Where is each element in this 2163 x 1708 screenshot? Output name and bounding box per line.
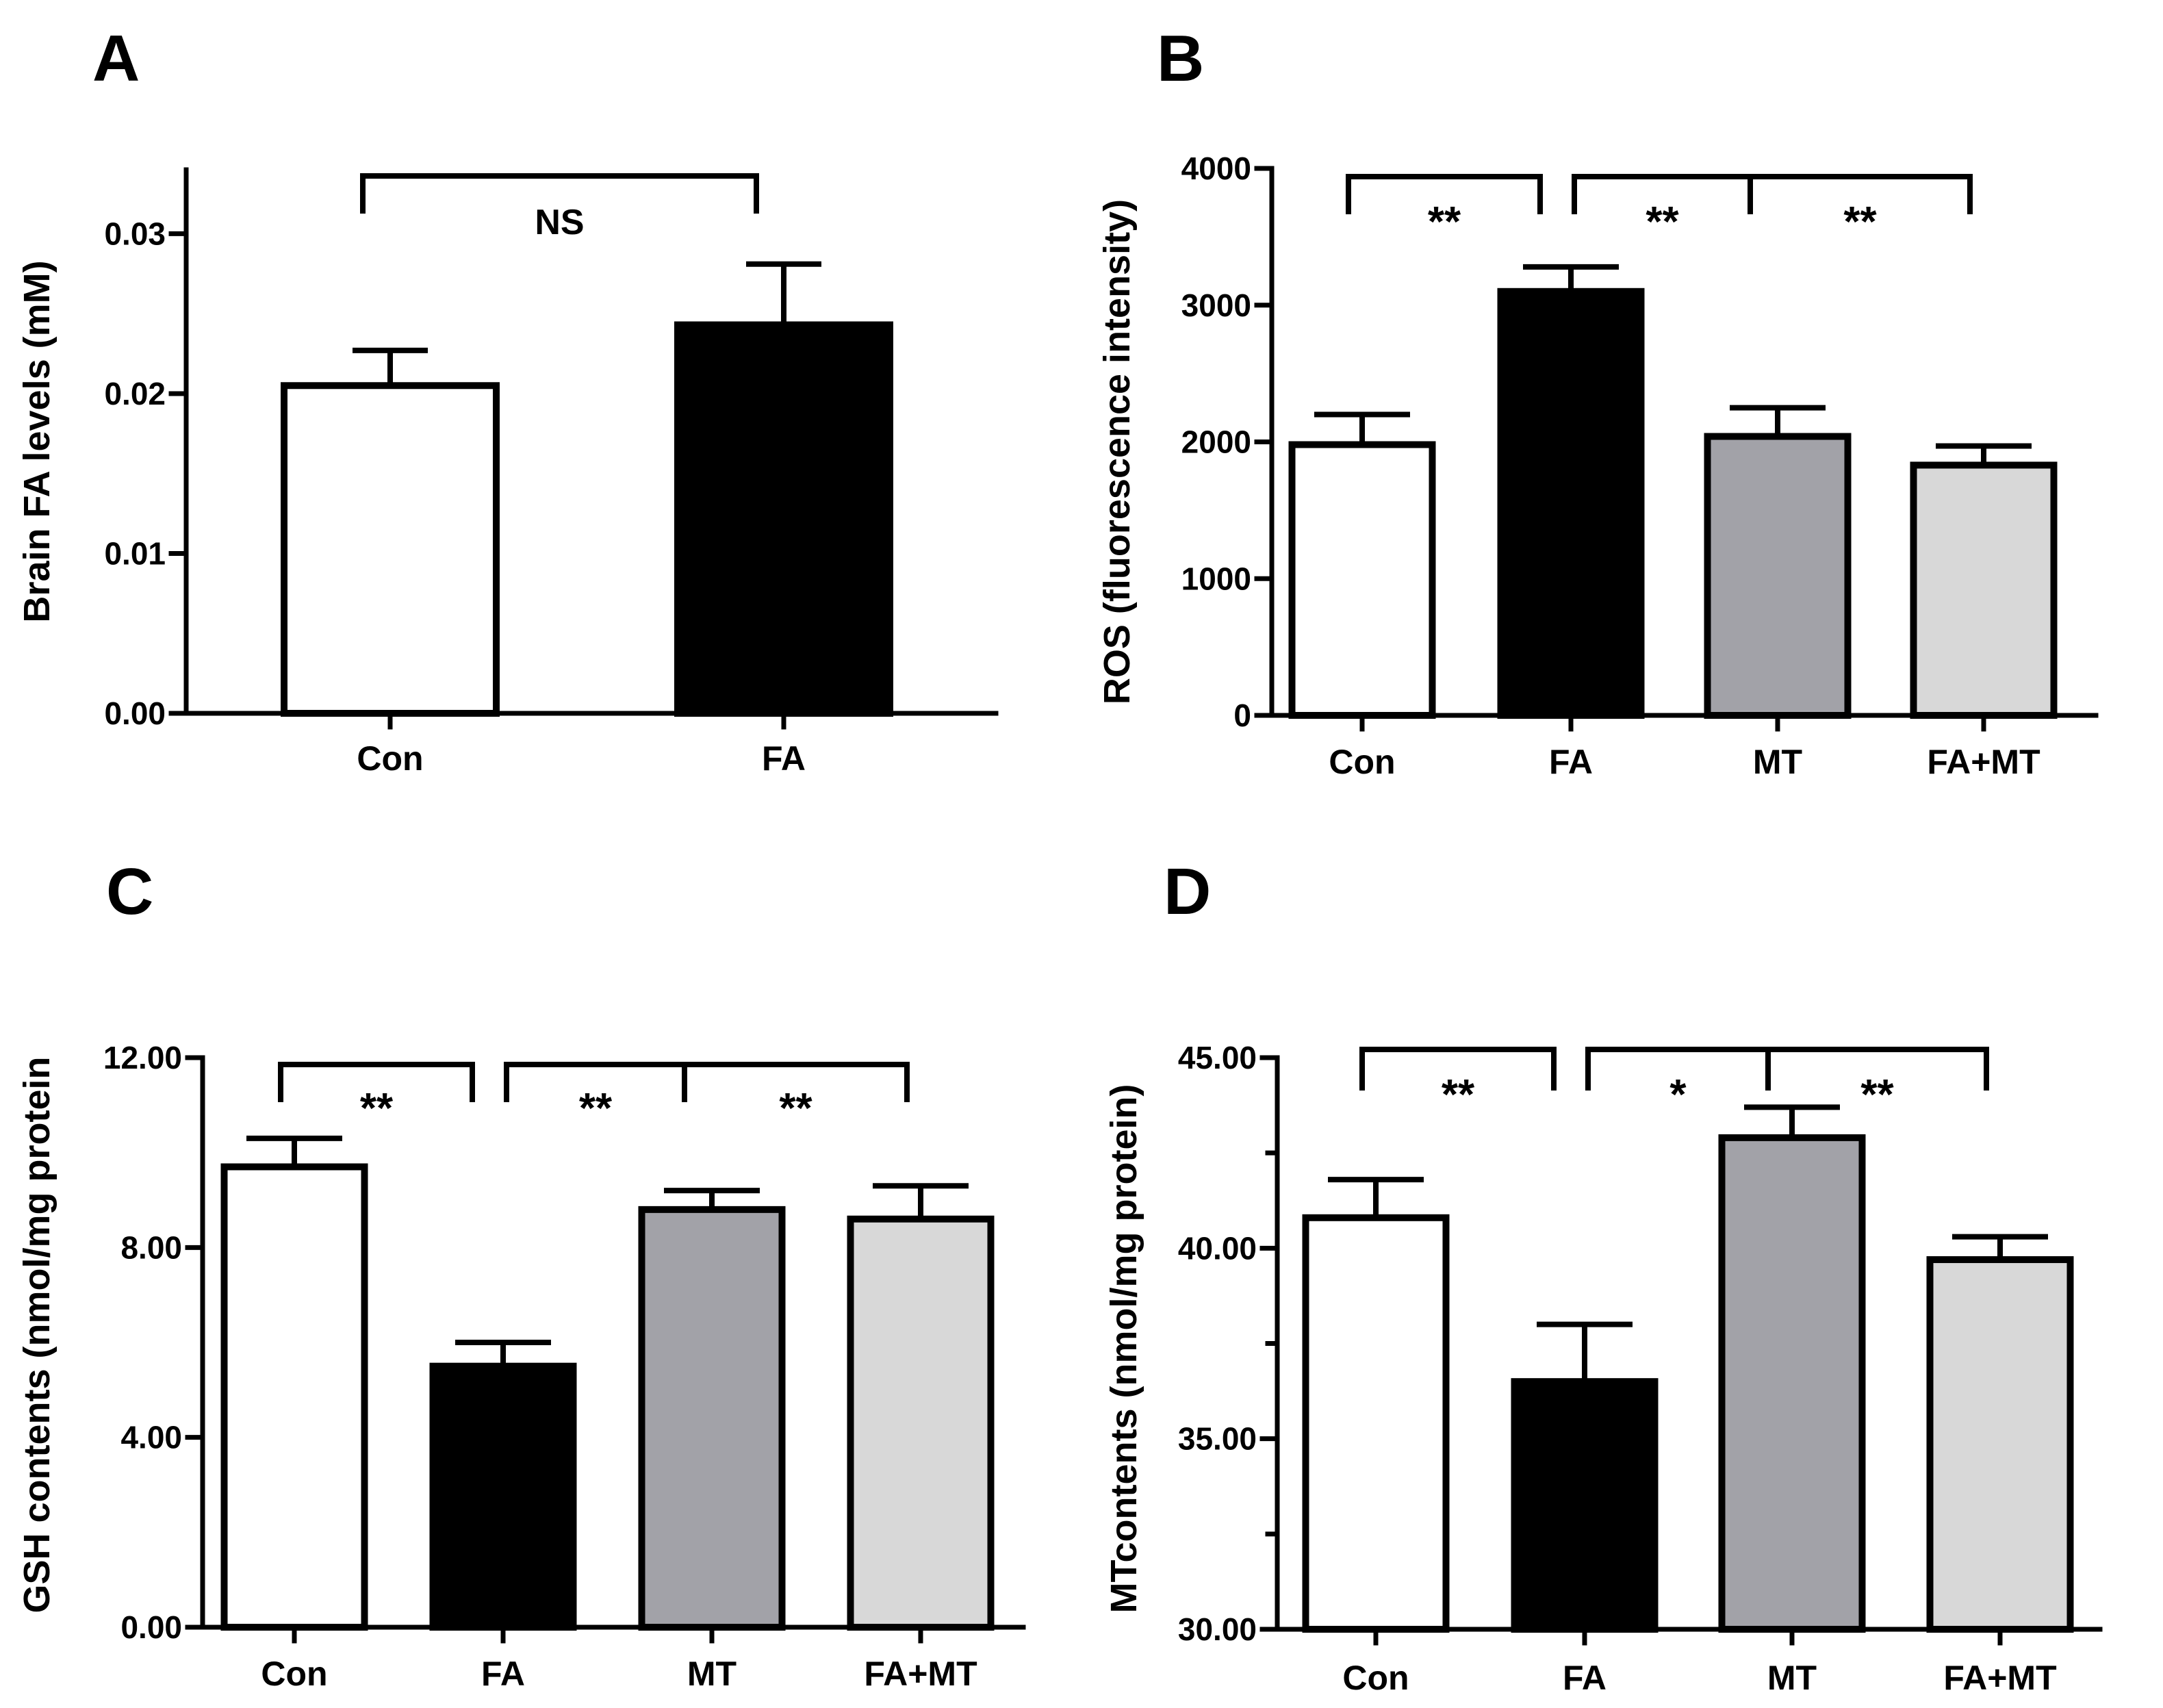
panel-d-bars [1302, 1104, 2074, 1646]
panel-d-y-axis-label: MTcontents (nmol/mg protein) [1103, 1084, 1144, 1614]
panel-b-significance: ** ** ** [1346, 174, 1973, 246]
bar-mt [638, 1206, 786, 1631]
significance-bracket [1585, 1047, 1989, 1091]
x-tick-label: MT [687, 1655, 737, 1693]
significance-label: * [1669, 1071, 1687, 1119]
significance-label: NS [535, 203, 584, 242]
panel-c-y-axis-label: GSH contents (nmol/mg protein [16, 1056, 57, 1613]
significance-bracket [278, 1062, 475, 1102]
y-tick-label: 2000 [1181, 424, 1251, 460]
y-tick-label: 0.00 [120, 1609, 182, 1645]
significance-label: ** [1428, 199, 1461, 246]
y-tick-label: 8.00 [120, 1229, 182, 1265]
x-tick-label: FA [1549, 743, 1593, 781]
panel-c-letter: C [106, 855, 153, 928]
y-tick-label: 4000 [1181, 151, 1251, 186]
panel-a-letter: A [92, 22, 140, 95]
y-tick-label: 3000 [1181, 288, 1251, 323]
x-tick-label: MT [1767, 1659, 1817, 1697]
bar-mt [1718, 1134, 1866, 1633]
bar-fa-mt [1910, 461, 2058, 719]
bar-con [281, 382, 500, 717]
significance-bracket [1359, 1047, 1557, 1091]
panel-b-chart: B 0 1000 2000 3000 4000 Con FA MT FA+MT ** ** ** … [1097, 22, 2099, 781]
bar-fa [674, 321, 893, 717]
panel-a-significance: NS [360, 173, 759, 242]
y-tick-label: 4.00 [120, 1420, 182, 1455]
panel-d-x-labels: Con FA MT FA+MT [1342, 1659, 2056, 1697]
panel-a-bars [281, 261, 893, 730]
y-tick-label: 0.01 [104, 535, 166, 571]
bar-fa-mt [1926, 1256, 2074, 1633]
significance-label: ** [1442, 1071, 1475, 1119]
x-tick-label: Con [1342, 1659, 1409, 1697]
y-tick-label: 45.00 [1178, 1040, 1257, 1075]
y-tick-label: 1000 [1181, 561, 1251, 596]
x-tick-label: Con [1329, 743, 1395, 781]
panel-b-y-ticks: 0 1000 2000 3000 4000 [1181, 151, 1275, 733]
x-tick-label: FA+MT [1927, 743, 2040, 781]
panel-c-bars [220, 1135, 995, 1644]
panel-a-y-ticks: 0.00 0.01 0.02 0.03 [104, 216, 189, 731]
y-tick-label: 0.03 [104, 216, 166, 251]
panel-b-y-axis-label: ROS (fluorescence intensity) [1097, 199, 1138, 704]
panel-c-x-labels: Con FA MT FA+MT [261, 1655, 977, 1693]
significance-label: ** [579, 1085, 613, 1132]
x-tick-label: Con [357, 739, 423, 778]
panel-d-letter: D [1164, 855, 1211, 928]
x-tick-label: Con [261, 1655, 327, 1693]
significance-label: ** [1646, 199, 1679, 246]
y-tick-label: 30.00 [1178, 1611, 1257, 1647]
significance-bracket [360, 173, 759, 214]
significance-label: ** [360, 1085, 394, 1132]
bar-fa-mt [847, 1215, 995, 1631]
x-tick-label: FA+MT [1943, 1659, 2056, 1697]
significance-label: ** [1843, 199, 1877, 246]
panel-c-significance: ** ** ** [278, 1062, 910, 1132]
bar-con [220, 1163, 368, 1631]
significance-bracket [1346, 174, 1543, 214]
x-tick-label: FA [1563, 1659, 1607, 1697]
panel-b-letter: B [1157, 22, 1204, 95]
bar-fa [1497, 288, 1645, 719]
panel-b-x-labels: Con FA MT FA+MT [1329, 743, 2040, 781]
x-tick-label: FA [481, 1655, 525, 1693]
panel-c-chart: C 0.00 4.00 8.00 12.00 Con FA MT FA+MT ** ** ** … [16, 855, 1026, 1693]
y-tick-label: 0.00 [104, 696, 166, 731]
x-tick-label: MT [1753, 743, 1802, 781]
y-tick-label: 40.00 [1178, 1230, 1257, 1266]
y-tick-label: 0.02 [104, 376, 166, 411]
y-tick-label: 12.00 [103, 1040, 182, 1075]
panel-b-bars [1288, 264, 2058, 732]
significance-label: ** [1860, 1071, 1894, 1119]
significance-label: ** [779, 1085, 812, 1132]
significance-bracket [1572, 174, 1973, 214]
panel-d-y-ticks: 30.00 35.00 40.00 45.00 [1178, 1040, 1280, 1647]
x-tick-label: FA+MT [864, 1655, 977, 1693]
x-tick-label: FA [762, 739, 806, 778]
panel-c-y-ticks: 0.00 4.00 8.00 12.00 [103, 1040, 205, 1645]
panel-a-y-axis-label: Brain FA levels (mM) [16, 260, 57, 622]
bar-con [1302, 1214, 1450, 1633]
y-tick-label: 35.00 [1178, 1421, 1257, 1457]
panel-a-chart: A 0.00 0.01 0.02 0.03 Con FA NS Brain FA lev… [16, 22, 999, 778]
bar-fa [429, 1362, 577, 1631]
significance-bracket [504, 1062, 910, 1102]
bar-mt [1704, 433, 1852, 719]
y-tick-label: 0 [1233, 698, 1251, 733]
bar-con [1288, 441, 1436, 719]
panel-d-significance: ** * ** [1359, 1047, 1989, 1119]
bar-fa [1511, 1378, 1659, 1633]
panel-a-x-labels: Con FA [357, 739, 806, 778]
